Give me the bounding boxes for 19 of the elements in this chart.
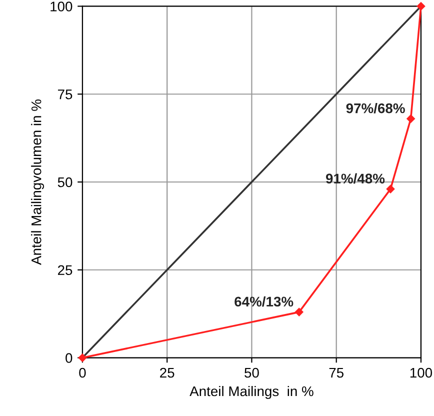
annotation: 97%/68% bbox=[346, 103, 405, 114]
x-tick-label: 100 bbox=[410, 368, 432, 378]
point bbox=[406, 114, 415, 123]
point bbox=[386, 184, 395, 194]
point bbox=[416, 2, 426, 10]
annotation: 64%/13% bbox=[234, 296, 294, 307]
y-tick-label: 25 bbox=[58, 265, 72, 276]
y-tick-label: 75 bbox=[58, 90, 72, 100]
x-tick-label: 50 bbox=[244, 368, 259, 378]
x-tick-label: 0 bbox=[79, 368, 86, 378]
y-tick-label: 100 bbox=[50, 2, 72, 12]
x-axis-title: Anteil Mailings in % bbox=[190, 386, 314, 399]
point bbox=[294, 308, 304, 316]
y-axis-title: Anteil Mailingvolumen in % bbox=[31, 100, 44, 265]
x-tick-label: 75 bbox=[329, 368, 344, 378]
x-tick-label: 25 bbox=[160, 368, 174, 378]
y-tick-label: 0 bbox=[66, 353, 72, 363]
annotation: 91%/48% bbox=[326, 173, 385, 184]
y-tick-label: 50 bbox=[58, 177, 72, 188]
